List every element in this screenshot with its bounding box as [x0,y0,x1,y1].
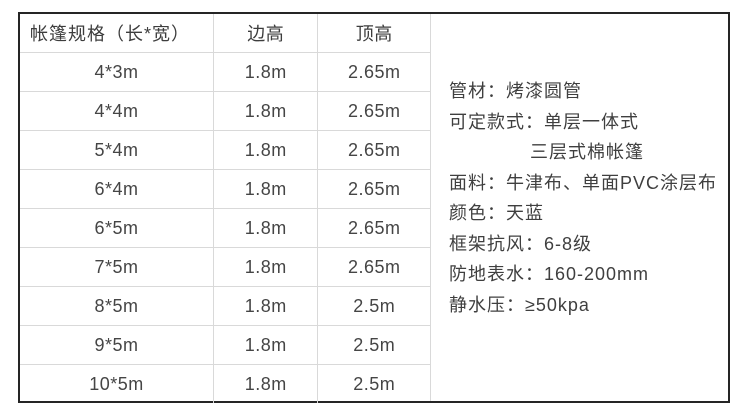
cell-side-height: 1.8m [212,286,319,326]
cell-tent-spec: 4*3m [19,52,214,92]
cell-side-height: 1.8m [212,169,319,209]
table-row: 8*5m 1.8m 2.5m [19,286,431,326]
detail-line: 三层式棉帐篷 [530,142,644,162]
table-row: 6*5m 1.8m 2.65m [19,208,431,248]
header-side-height: 边高 [212,13,319,53]
cell-side-height: 1.8m [212,130,319,170]
table-header: 帐篷规格（长*宽） 边高 顶高 [19,13,431,53]
table-row: 6*4m 1.8m 2.65m [19,169,431,209]
cell-tent-spec: 5*4m [19,130,214,170]
cell-side-height: 1.8m [212,364,319,404]
cell-tent-spec: 10*5m [19,364,214,404]
cell-tent-spec: 8*5m [19,286,214,326]
cell-top-height: 2.65m [317,169,431,209]
cell-tent-spec: 9*5m [19,325,214,365]
cell-tent-spec: 6*4m [19,169,214,209]
cell-top-height: 2.5m [317,325,431,365]
cell-top-height: 2.65m [317,52,431,92]
cell-side-height: 1.8m [212,91,319,131]
detail-line: 框架抗风：6-8级 [449,233,593,254]
detail-line: 管材：烤漆圆管 [449,81,582,101]
table-body: 4*3m 1.8m 2.65m 4*4m 1.8m 2.65m 5*4m 1.8m 2.65m 6… [19,52,431,404]
spec-sheet-box: 帐篷规格（长*宽） 边高 顶高 4*3m 1.8m 2.65m 4*4m 1.8m 2.6… [18,12,730,404]
tent-size-table-area: 帐篷规格（长*宽） 边高 顶高 4*3m 1.8m 2.65m 4*4m 1.8m 2.6… [19,13,431,404]
cell-top-height: 2.5m [317,364,431,404]
detail-line: 面料：牛津布、单面PVC涂层布 [449,172,718,193]
cell-tent-spec: 6*5m [19,208,214,248]
cell-side-height: 1.8m [212,208,319,248]
table-header-row: 帐篷规格（长*宽） 边高 顶高 [19,13,431,53]
table-row: 4*3m 1.8m 2.65m [19,52,431,92]
table-row: 9*5m 1.8m 2.5m [19,325,431,365]
detail-line: 静水压：≥50kpa [449,294,590,315]
cell-tent-spec: 4*4m [19,91,214,131]
header-tent-spec: 帐篷规格（长*宽） [19,13,214,53]
cell-top-height: 2.5m [317,286,431,326]
detail-line: 可定款式：单层一体式 [449,111,639,132]
table-row: 10*5m 1.8m 2.5m [19,364,431,404]
cell-tent-spec: 7*5m [19,247,214,287]
cell-top-height: 2.65m [317,130,431,170]
table-row: 7*5m 1.8m 2.65m [19,247,431,287]
tent-size-table: 帐篷规格（长*宽） 边高 顶高 4*3m 1.8m 2.65m 4*4m 1.8m 2.6… [19,13,431,404]
cell-top-height: 2.65m [317,247,431,287]
cell-side-height: 1.8m [212,325,319,365]
cell-top-height: 2.65m [317,208,431,248]
detail-line: 颜色：天蓝 [449,203,544,223]
table-row: 4*4m 1.8m 2.65m [19,91,431,131]
table-row: 5*4m 1.8m 2.65m [19,130,431,170]
header-top-height: 顶高 [317,13,431,53]
cell-top-height: 2.65m [317,91,431,131]
detail-line: 防地表水：160-200mm [449,264,650,284]
cell-side-height: 1.8m [212,247,319,287]
product-details-panel: 管材：烤漆圆管可定款式：单层一体式三层式棉帐篷面料：牛津布、单面PVC涂层布 颜色… [431,14,728,401]
cell-side-height: 1.8m [212,52,319,92]
